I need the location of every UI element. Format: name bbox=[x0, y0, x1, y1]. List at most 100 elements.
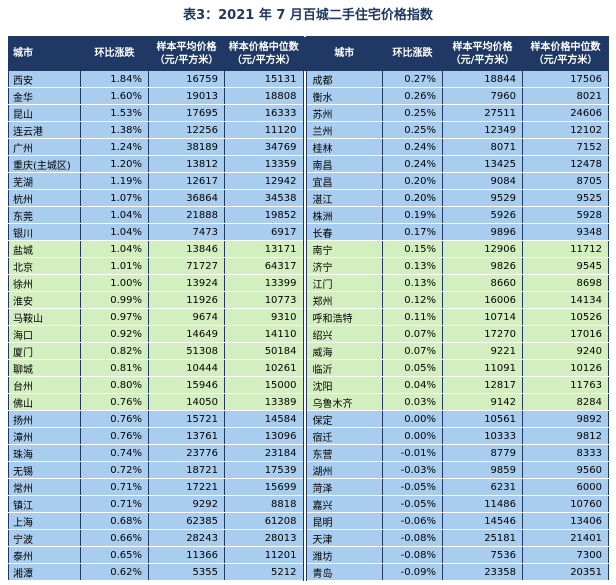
value-cell: 0.13% bbox=[382, 274, 443, 292]
table-row: 湘潭 0.62% 5355 5212 青岛 -0.09% 23358 20351 bbox=[8, 563, 609, 581]
city-cell: 台州 bbox=[8, 376, 81, 394]
table-row: 厦门 0.82% 51308 50184 威海 0.07% 9221 9240 bbox=[8, 342, 609, 360]
value-cell: 15946 bbox=[148, 376, 225, 394]
value-cell: 14584 bbox=[224, 410, 305, 428]
value-cell: 11091 bbox=[442, 359, 523, 377]
value-cell: 9892 bbox=[522, 410, 609, 428]
value-cell: -0.05% bbox=[382, 478, 443, 496]
value-cell: 13389 bbox=[224, 393, 305, 411]
value-cell: 20351 bbox=[522, 563, 609, 581]
table-row: 扬州 0.76% 15721 14584 保定 0.00% 10561 9892 bbox=[8, 410, 609, 428]
city-cell: 绍兴 bbox=[302, 325, 383, 343]
table-row: 芜湖 1.19% 12617 12942 宜昌 0.20% 9084 8705 bbox=[8, 172, 609, 190]
value-cell: 7536 bbox=[442, 546, 523, 564]
value-cell: 1.04% bbox=[80, 223, 149, 241]
header-cell: 城市 bbox=[302, 36, 383, 71]
city-cell: 无锡 bbox=[8, 461, 81, 479]
value-cell: 13924 bbox=[148, 274, 225, 292]
city-cell: 沈阳 bbox=[302, 376, 383, 394]
value-cell: 5928 bbox=[522, 206, 609, 224]
value-cell: 50184 bbox=[224, 342, 305, 360]
value-cell: 10444 bbox=[148, 359, 225, 377]
value-cell: 27511 bbox=[442, 104, 523, 122]
value-cell: 13425 bbox=[442, 155, 523, 173]
value-cell: 17695 bbox=[148, 104, 225, 122]
value-cell: 38189 bbox=[148, 138, 225, 156]
value-cell: 16759 bbox=[148, 70, 225, 88]
city-cell: 宜昌 bbox=[302, 172, 383, 190]
value-cell: 8660 bbox=[442, 274, 523, 292]
value-cell: 18844 bbox=[442, 70, 523, 88]
header-cell: 样本价格中位数 （元/平方米） bbox=[224, 36, 305, 71]
value-cell: 0.05% bbox=[382, 359, 443, 377]
value-cell: 9545 bbox=[522, 257, 609, 275]
city-cell: 临沂 bbox=[302, 359, 383, 377]
city-cell: 湖州 bbox=[302, 461, 383, 479]
value-cell: 8698 bbox=[522, 274, 609, 292]
value-cell: 23776 bbox=[148, 444, 225, 462]
value-cell: 0.62% bbox=[80, 563, 149, 581]
value-cell: 9310 bbox=[224, 308, 305, 326]
city-cell: 银川 bbox=[8, 223, 81, 241]
value-cell: -0.03% bbox=[382, 461, 443, 479]
value-cell: 17016 bbox=[522, 325, 609, 343]
value-cell: 11763 bbox=[522, 376, 609, 394]
value-cell: 0.11% bbox=[382, 308, 443, 326]
city-cell: 东莞 bbox=[8, 206, 81, 224]
value-cell: 0.25% bbox=[382, 104, 443, 122]
header-cell: 环比涨跌 bbox=[80, 36, 149, 71]
table-row: 佛山 0.76% 14050 13389 乌鲁木齐 0.03% 9142 8284 bbox=[8, 393, 609, 411]
value-cell: 0.20% bbox=[382, 172, 443, 190]
value-cell: 13171 bbox=[224, 240, 305, 258]
value-cell: 9142 bbox=[442, 393, 523, 411]
table-row: 淮安 0.99% 11926 10773 郑州 0.12% 16006 14134 bbox=[8, 291, 609, 309]
value-cell: 0.12% bbox=[382, 291, 443, 309]
city-cell: 连云港 bbox=[8, 121, 81, 139]
value-cell: 0.71% bbox=[80, 478, 149, 496]
value-cell: 0.76% bbox=[80, 410, 149, 428]
value-cell: 21888 bbox=[148, 206, 225, 224]
table-row: 无锡 0.72% 18721 17539 湖州 -0.03% 9859 9560 bbox=[8, 461, 609, 479]
value-cell: 17539 bbox=[224, 461, 305, 479]
table-row: 重庆(主城区) 1.20% 13812 13359 南昌 0.24% 13425 12478 bbox=[8, 155, 609, 173]
value-cell: 1.04% bbox=[80, 206, 149, 224]
header-cell: 环比涨跌 bbox=[382, 36, 443, 71]
city-cell: 呼和浩特 bbox=[302, 308, 383, 326]
value-cell: 9826 bbox=[442, 257, 523, 275]
city-cell: 佛山 bbox=[8, 393, 81, 411]
value-cell: 7300 bbox=[522, 546, 609, 564]
value-cell: 9896 bbox=[442, 223, 523, 241]
value-cell: 10714 bbox=[442, 308, 523, 326]
value-cell: 0.17% bbox=[382, 223, 443, 241]
value-cell: 0.76% bbox=[80, 393, 149, 411]
header-cell: 城市 bbox=[8, 36, 81, 71]
city-cell: 厦门 bbox=[8, 342, 81, 360]
value-cell: 10126 bbox=[522, 359, 609, 377]
header-cell: 样本价格中位数 （元/平方米） bbox=[522, 36, 609, 71]
value-cell: 14134 bbox=[522, 291, 609, 309]
value-cell: 12817 bbox=[442, 376, 523, 394]
table-row: 珠海 0.74% 23776 23184 东营 -0.01% 8779 8333 bbox=[8, 444, 609, 462]
city-cell: 东营 bbox=[302, 444, 383, 462]
value-cell: 1.07% bbox=[80, 189, 149, 207]
value-cell: 12906 bbox=[442, 240, 523, 258]
value-cell: 18808 bbox=[224, 87, 305, 105]
value-cell: 14649 bbox=[148, 325, 225, 343]
value-cell: 0.92% bbox=[80, 325, 149, 343]
city-cell: 盐城 bbox=[8, 240, 81, 258]
value-cell: 15131 bbox=[224, 70, 305, 88]
value-cell: 17506 bbox=[522, 70, 609, 88]
value-cell: 9348 bbox=[522, 223, 609, 241]
value-cell: 0.13% bbox=[382, 257, 443, 275]
value-cell: -0.06% bbox=[382, 512, 443, 530]
value-cell: 15721 bbox=[148, 410, 225, 428]
city-cell: 广州 bbox=[8, 138, 81, 156]
value-cell: 5926 bbox=[442, 206, 523, 224]
value-cell: 9084 bbox=[442, 172, 523, 190]
table-row: 连云港 1.38% 12256 11120 兰州 0.25% 12349 12102 bbox=[8, 121, 609, 139]
value-cell: 0.72% bbox=[80, 461, 149, 479]
table-row: 金华 1.60% 19013 18808 衡水 0.26% 7960 8021 bbox=[8, 87, 609, 105]
city-cell: 马鞍山 bbox=[8, 308, 81, 326]
value-cell: 28013 bbox=[224, 529, 305, 547]
